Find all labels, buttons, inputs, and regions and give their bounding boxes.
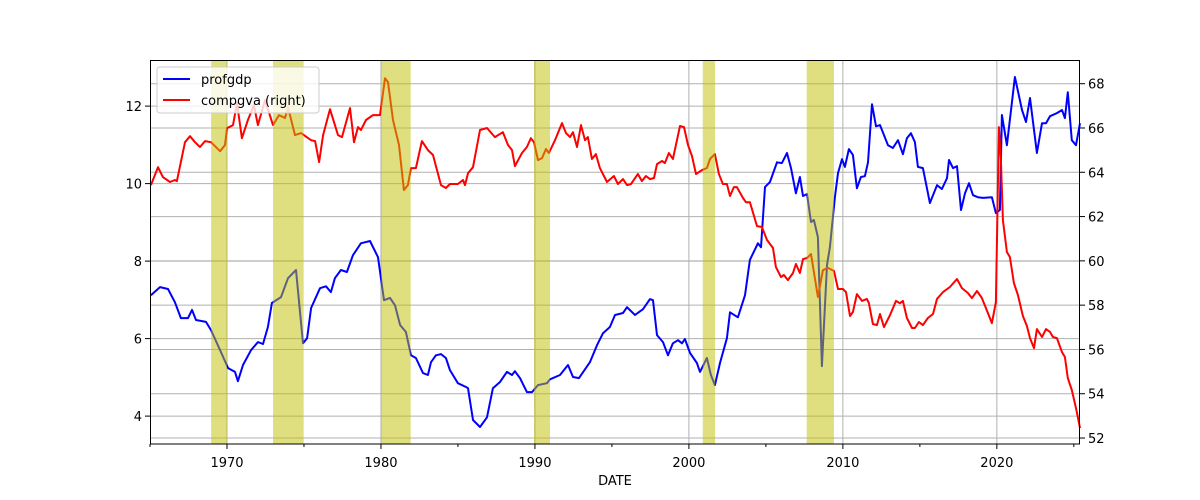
x-tick-label: 2010 (826, 456, 859, 471)
x-tick-label: 2000 (672, 456, 705, 471)
series-line-compgva (149, 77, 1081, 429)
y-right-tick-label: 64 (1088, 166, 1105, 181)
shaded-period (273, 60, 304, 444)
shaded-period (211, 60, 227, 444)
y-right-tick-label: 66 (1088, 122, 1105, 137)
y-right-tick-label: 62 (1088, 211, 1105, 226)
shaded-periods (211, 60, 834, 444)
series-line-profgdp (150, 76, 1081, 428)
shaded-period (806, 60, 834, 444)
y-right-tick-label: 52 (1088, 432, 1105, 447)
legend-box (156, 66, 320, 114)
x-tick-label: 1980 (364, 456, 397, 471)
x-axis-label: DATE (598, 474, 632, 489)
x-tick-label: 2020 (980, 456, 1013, 471)
y-tick-label: 4 (134, 410, 142, 425)
y-tick-label: 6 (134, 333, 142, 348)
shaded-period (534, 60, 551, 444)
ticks: 1970 1980 1990 2000 2010 20204681012525456586… (125, 78, 1104, 471)
y-right-tick-label: 68 (1088, 78, 1105, 93)
legend: profgdp compgva (right) (156, 66, 320, 114)
y-right-tick-label: 60 (1088, 255, 1105, 270)
x-tick-label: 1970 (210, 456, 243, 471)
shaded-period (702, 60, 716, 444)
y-right-tick-label: 56 (1088, 343, 1105, 358)
x-tick-label: 1990 (518, 456, 551, 471)
series-lines (149, 76, 1081, 429)
plot-frame (150, 60, 1080, 445)
y-right-tick-label: 58 (1088, 299, 1105, 314)
legend-label-profgdp: profgdp (201, 73, 252, 88)
shaded-period (381, 60, 411, 444)
y-tick-label: 10 (125, 178, 142, 193)
y-right-tick-label: 54 (1088, 388, 1105, 403)
y-tick-label: 12 (125, 100, 142, 115)
y-tick-label: 8 (134, 255, 142, 270)
legend-label-compgva: compgva (right) (201, 94, 306, 109)
